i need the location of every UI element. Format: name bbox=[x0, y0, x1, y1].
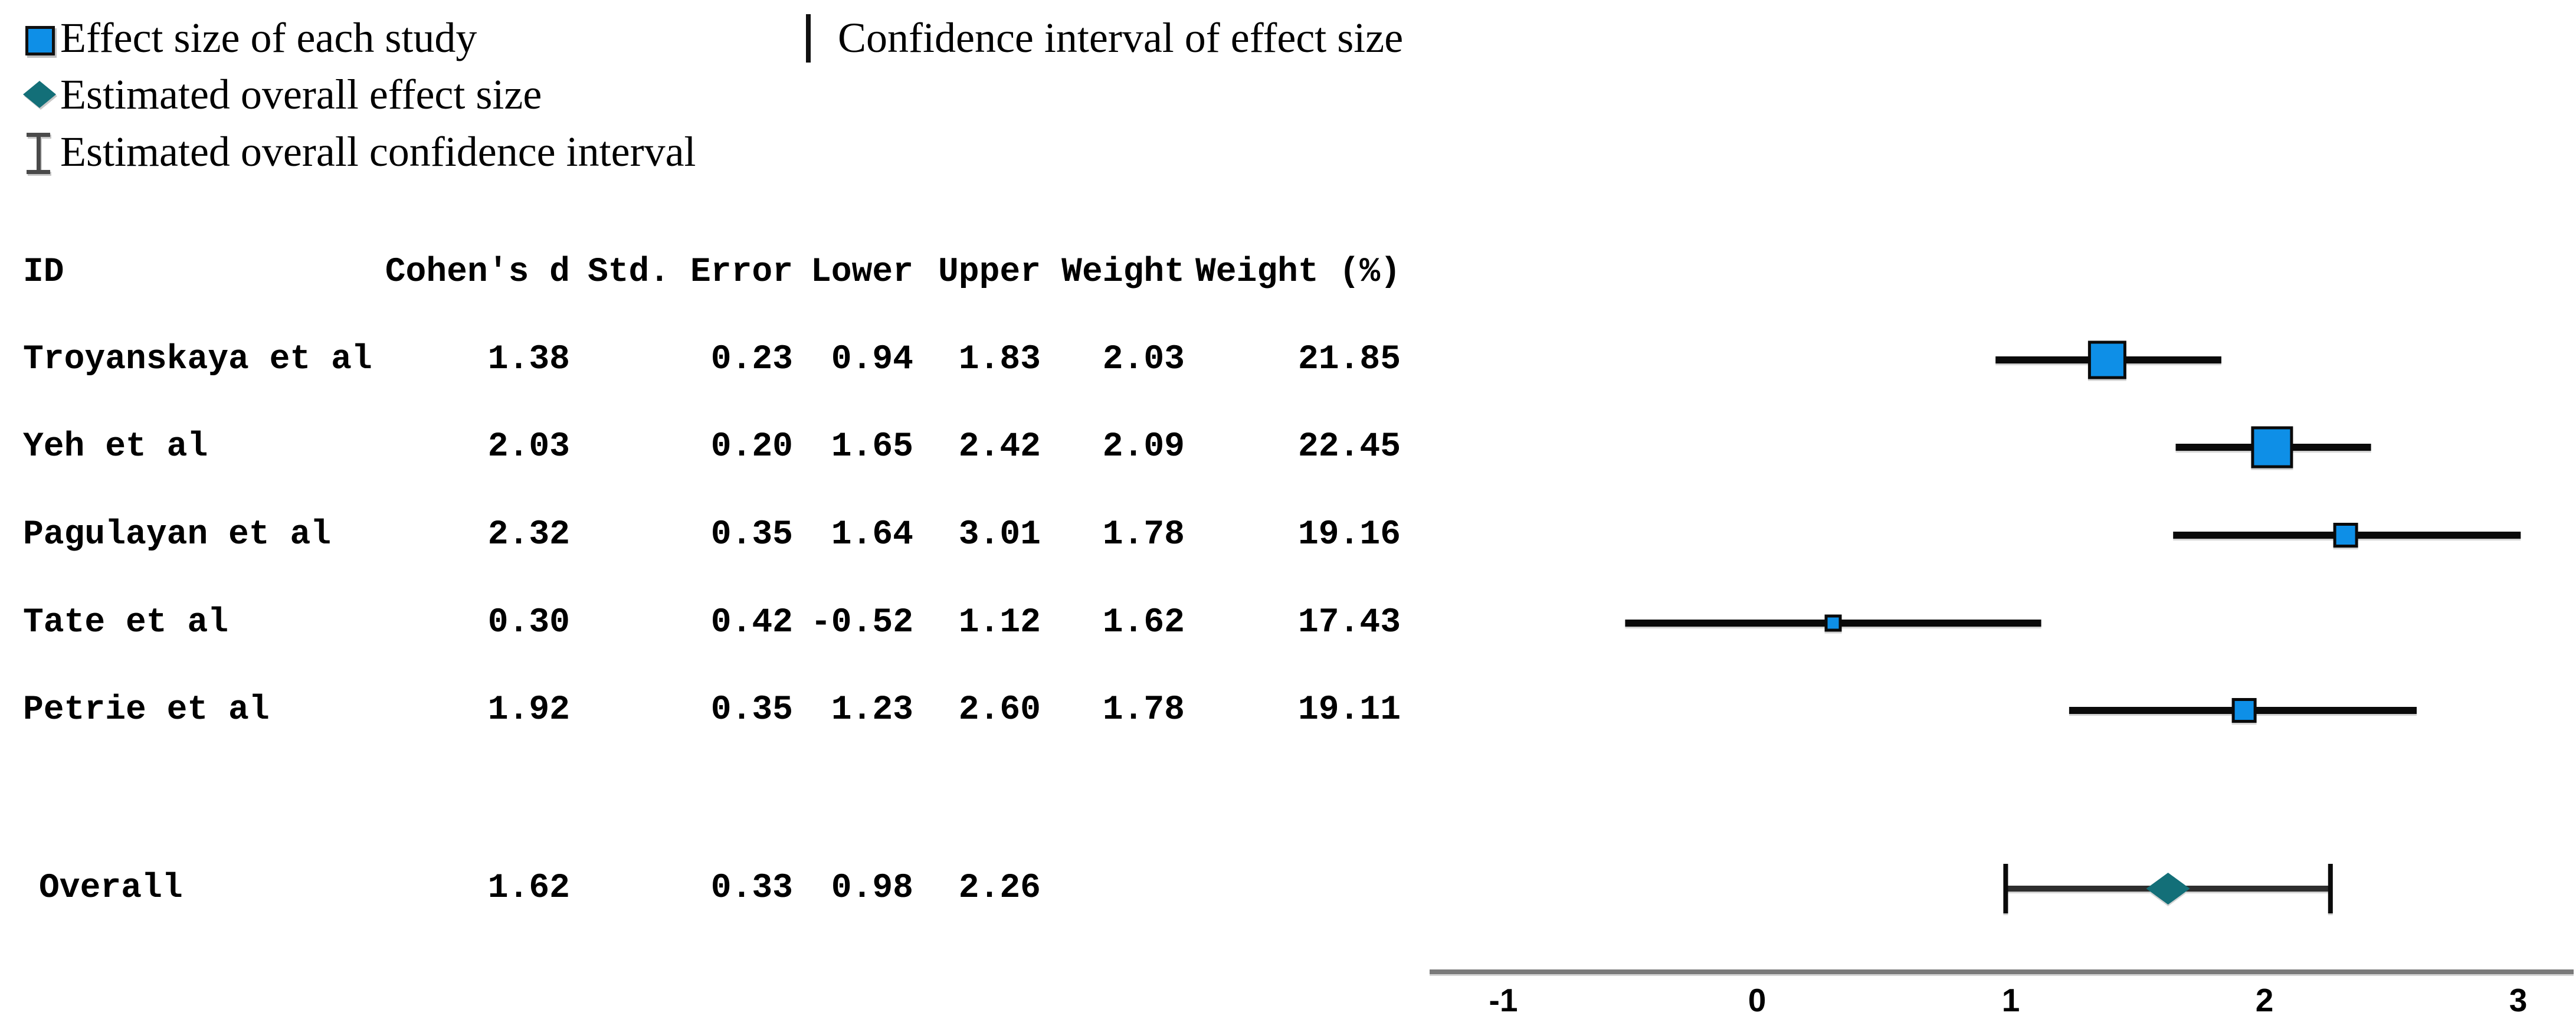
x-tick-label: 2 bbox=[2255, 982, 2274, 1018]
study-id: Tate et al bbox=[23, 604, 229, 642]
study-std-error: 0.35 bbox=[710, 516, 793, 554]
study-lower: 1.65 bbox=[831, 428, 913, 466]
study-upper: 1.12 bbox=[958, 604, 1041, 642]
column-header-id: ID bbox=[23, 253, 64, 291]
table-row: Pagulayan et al 2.32 0.35 1.64 3.01 1.78… bbox=[0, 513, 1446, 558]
study-weight: 1.78 bbox=[1102, 691, 1185, 729]
study-weight-pct: 19.16 bbox=[1297, 516, 1401, 554]
study-id: Pagulayan et al bbox=[23, 516, 332, 554]
overall-upper: 2.26 bbox=[958, 869, 1041, 907]
study-id: Petrie et al bbox=[23, 691, 270, 729]
table-row: Tate et al 0.30 0.42 -0.52 1.12 1.62 17.… bbox=[0, 601, 1446, 646]
study-weight-pct: 19.11 bbox=[1297, 691, 1401, 729]
column-header-weight-pct: Weight (%) bbox=[1195, 253, 1401, 291]
study-effect-square bbox=[1824, 614, 1842, 632]
study-upper: 3.01 bbox=[958, 516, 1041, 554]
study-lower: 0.94 bbox=[831, 340, 913, 379]
study-lower: 1.23 bbox=[831, 691, 913, 729]
legend-overall-ci-ibeam-icon bbox=[27, 133, 50, 174]
study-weight-pct: 22.45 bbox=[1297, 428, 1401, 466]
overall-diamond bbox=[2146, 873, 2190, 905]
study-cohens-d: 0.30 bbox=[487, 604, 570, 642]
x-tick-label: -1 bbox=[1489, 982, 1518, 1018]
overall-cohens-d: 1.62 bbox=[487, 869, 570, 907]
overall-lower: 0.98 bbox=[831, 869, 913, 907]
column-header-weight: Weight bbox=[1061, 253, 1185, 291]
study-weight-pct: 21.85 bbox=[1297, 340, 1401, 379]
study-weight: 2.03 bbox=[1102, 340, 1185, 379]
column-header-lower: Lower bbox=[810, 253, 913, 291]
column-header-std-error: Std. Error bbox=[587, 253, 793, 291]
study-upper: 2.42 bbox=[958, 428, 1041, 466]
study-std-error: 0.35 bbox=[710, 691, 793, 729]
legend-ci-bar-icon bbox=[806, 14, 811, 63]
table-row: Petrie et al 1.92 0.35 1.23 2.60 1.78 19… bbox=[0, 688, 1446, 733]
study-cohens-d: 1.38 bbox=[487, 340, 570, 379]
x-tick-label: 1 bbox=[2001, 982, 2020, 1018]
study-lower: 1.64 bbox=[831, 516, 913, 554]
study-effect-square bbox=[2333, 523, 2358, 548]
x-tick-label: 0 bbox=[1748, 982, 1767, 1018]
study-lower: -0.52 bbox=[810, 604, 913, 642]
legend-label-overall-effect: Estimated overall effect size bbox=[60, 71, 542, 118]
study-cohens-d: 1.92 bbox=[487, 691, 570, 729]
study-id: Troyanskaya et al bbox=[23, 340, 372, 379]
legend-study-square-icon bbox=[25, 26, 55, 55]
study-upper: 1.83 bbox=[958, 340, 1041, 379]
study-upper: 2.60 bbox=[958, 691, 1041, 729]
study-std-error: 0.23 bbox=[710, 340, 793, 379]
table-row: Troyanskaya et al 1.38 0.23 0.94 1.83 2.… bbox=[0, 338, 1446, 382]
study-effect-square bbox=[2087, 340, 2126, 379]
study-effect-square bbox=[2231, 698, 2257, 723]
study-weight: 1.78 bbox=[1102, 516, 1185, 554]
overall-std-error: 0.33 bbox=[710, 869, 793, 907]
x-tick-label: 3 bbox=[2509, 982, 2528, 1018]
table-header-row: ID Cohen's d Std. Error Lower Upper Weig… bbox=[0, 250, 1446, 295]
column-header-cohens-d: Cohen's d bbox=[385, 253, 570, 291]
table-overall-row: Overall 1.62 0.33 0.98 2.26 bbox=[0, 866, 1446, 911]
study-cohens-d: 2.03 bbox=[487, 428, 570, 466]
overall-id: Overall bbox=[39, 869, 183, 907]
study-weight: 1.62 bbox=[1102, 604, 1185, 642]
study-weight-pct: 17.43 bbox=[1297, 604, 1401, 642]
study-cohens-d: 2.32 bbox=[487, 516, 570, 554]
study-weight: 2.09 bbox=[1102, 428, 1185, 466]
table-row: Yeh et al 2.03 0.20 1.65 2.42 2.09 22.45 bbox=[0, 425, 1446, 470]
study-std-error: 0.42 bbox=[710, 604, 793, 642]
legend-overall-diamond-icon bbox=[23, 81, 56, 108]
study-std-error: 0.20 bbox=[710, 428, 793, 466]
study-effect-square bbox=[2251, 426, 2293, 469]
study-id: Yeh et al bbox=[23, 428, 208, 466]
legend-label-effect-size: Effect size of each study bbox=[60, 14, 477, 61]
column-header-upper: Upper bbox=[938, 253, 1041, 291]
legend-label-overall-ci: Estimated overall confidence interval bbox=[60, 128, 696, 175]
legend-label-confidence-interval: Confidence interval of effect size bbox=[838, 14, 1404, 61]
